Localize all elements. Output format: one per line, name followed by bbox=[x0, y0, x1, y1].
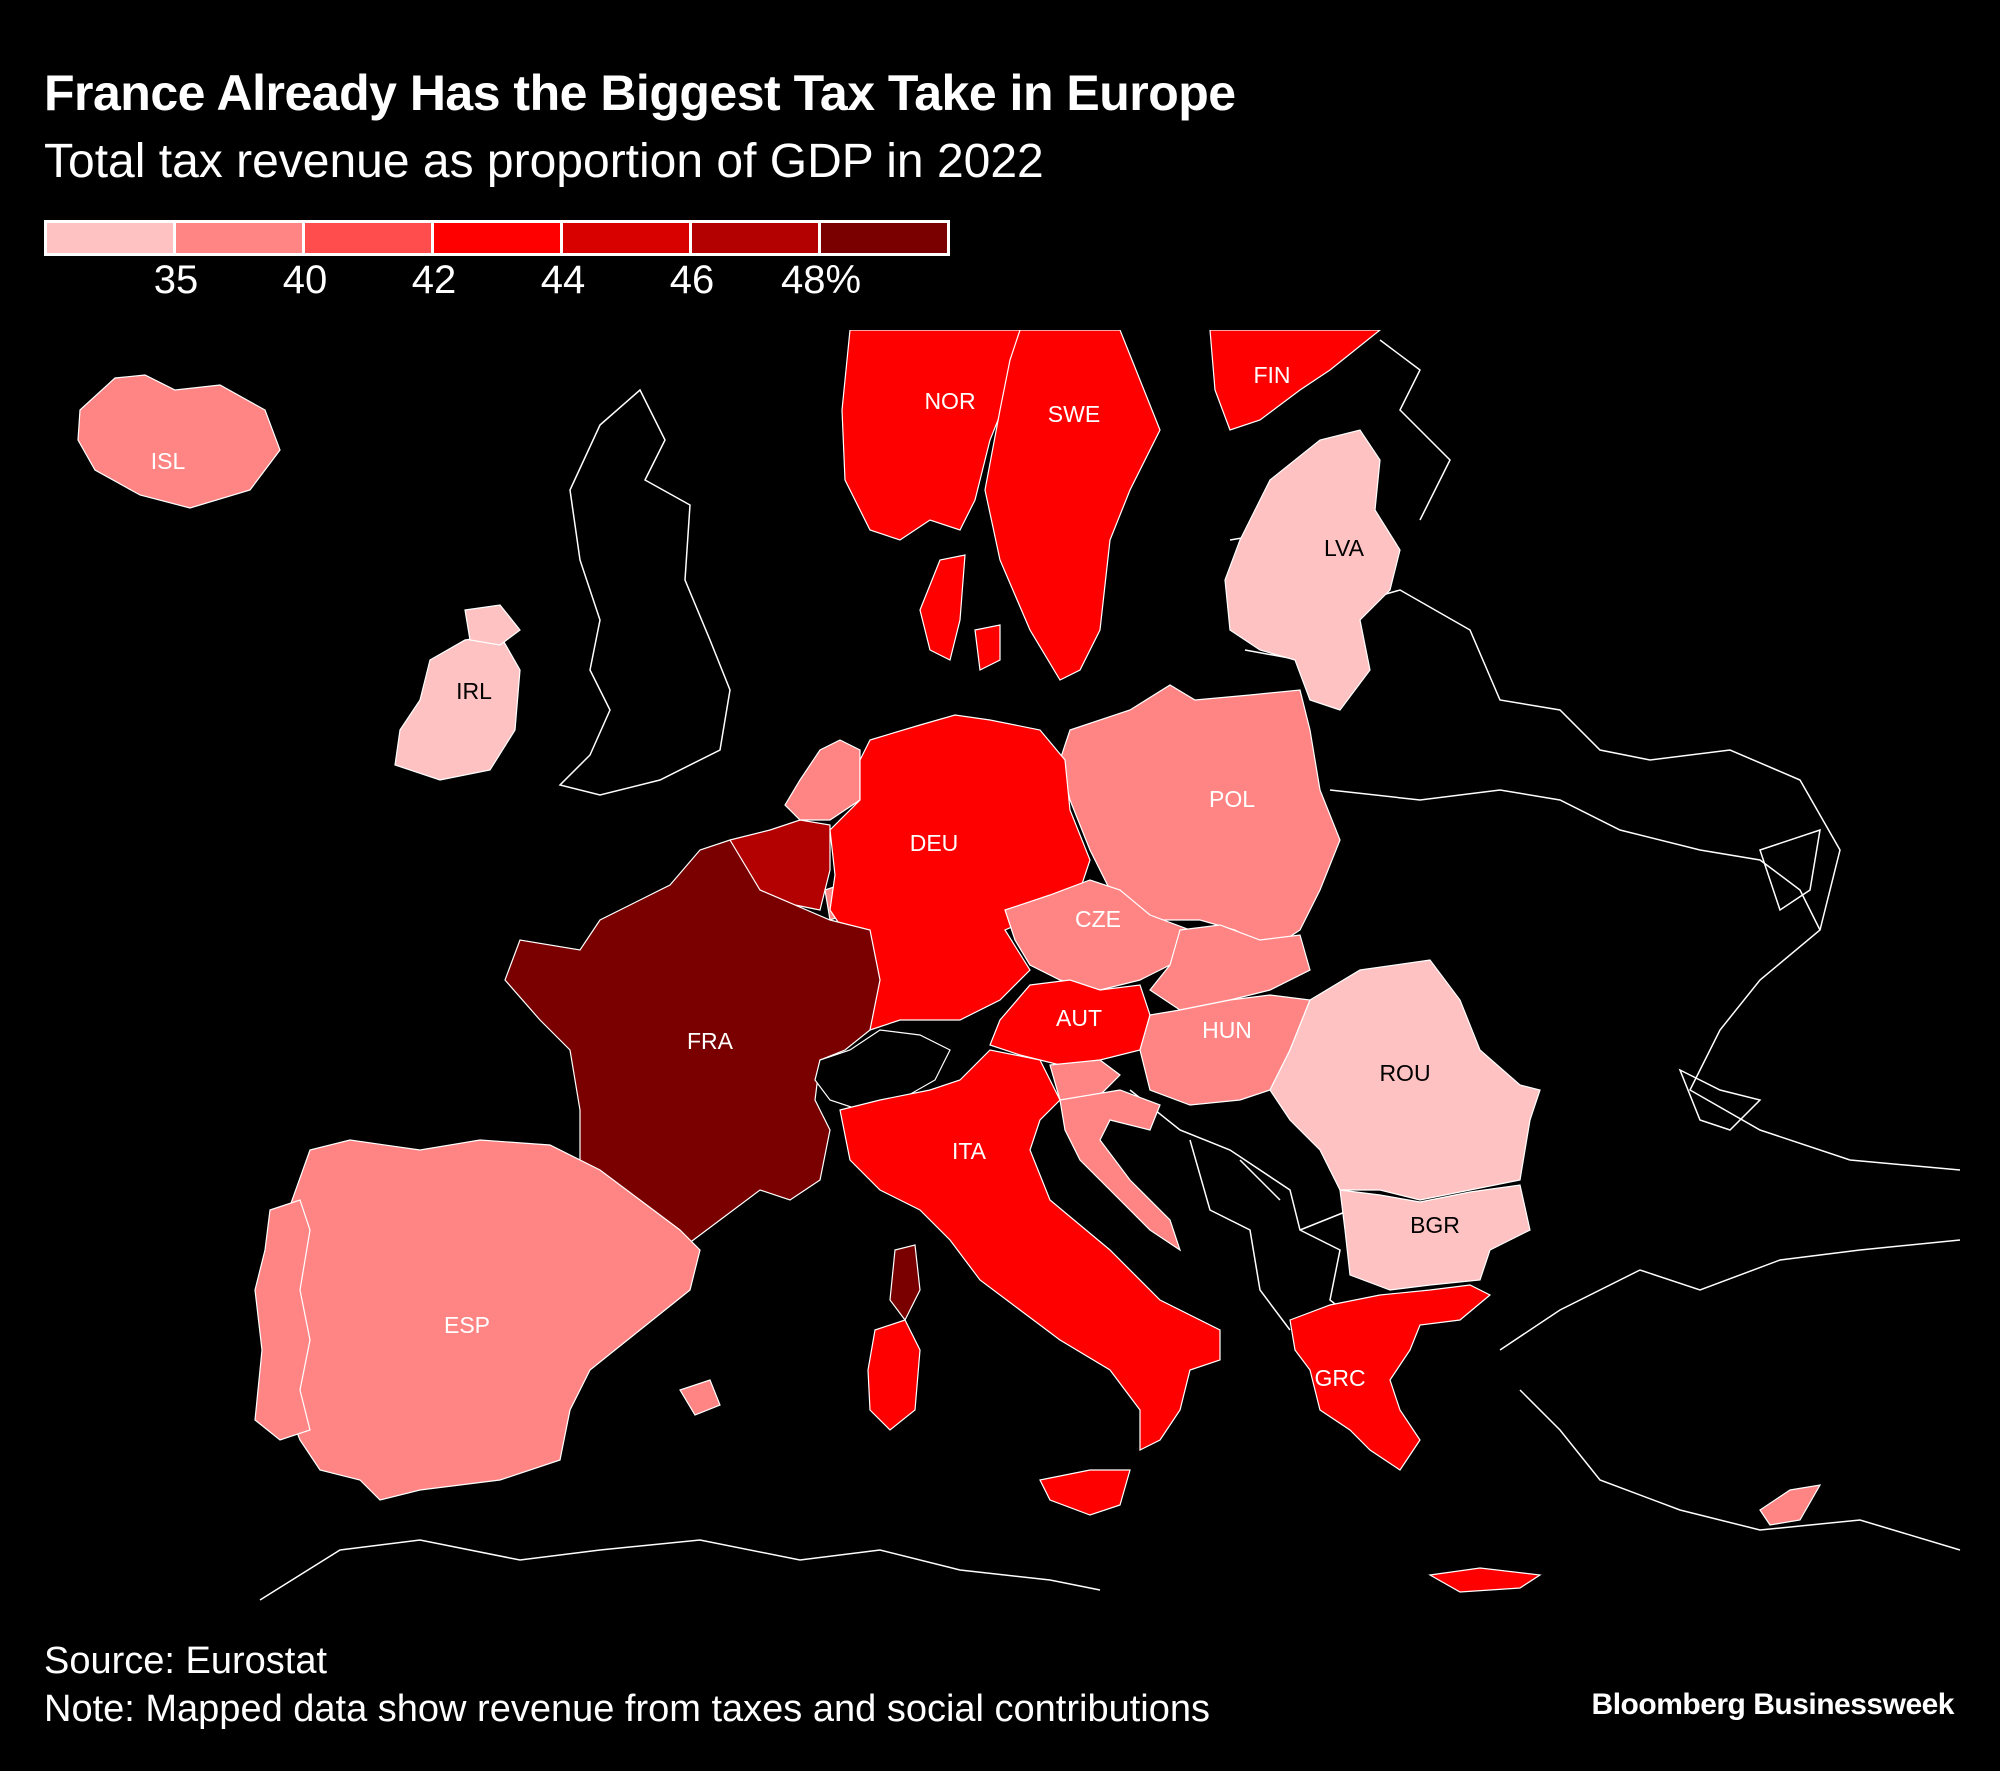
legend-bar bbox=[44, 220, 950, 256]
crimea-hatch-area bbox=[1678, 828, 1821, 1131]
legend-tick-0: 35 bbox=[153, 258, 199, 302]
country-svn bbox=[1049, 1059, 1121, 1101]
north-africa-coast bbox=[259, 1539, 1101, 1601]
country-fin bbox=[1209, 329, 1382, 431]
europe-map: NOR SWE FIN ISL LVA IRL POL DEU CZE AUT … bbox=[0, 329, 2000, 1630]
balkan-inner-borders bbox=[1189, 1139, 1351, 1331]
country-fra-corsica bbox=[889, 1244, 921, 1322]
label-lva: LVA bbox=[1324, 535, 1365, 561]
label-swe: SWE bbox=[1048, 401, 1100, 427]
color-legend: 35 40 42 44 46 48% bbox=[44, 220, 950, 302]
country-prt bbox=[254, 1199, 311, 1441]
uk-outline bbox=[558, 388, 731, 796]
country-esp-balearic bbox=[679, 1379, 721, 1416]
brand-logo: Bloomberg Businessweek bbox=[1591, 1688, 1955, 1721]
label-ita: ITA bbox=[952, 1138, 987, 1164]
country-dnk bbox=[919, 554, 1001, 671]
country-nld bbox=[784, 739, 861, 821]
label-hun: HUN bbox=[1202, 1017, 1252, 1043]
country-che bbox=[814, 1029, 951, 1111]
legend-tick-4: 46 bbox=[669, 258, 715, 302]
country-svk bbox=[1149, 924, 1311, 1011]
country-ita-sicily bbox=[1039, 1469, 1131, 1516]
chart-subtitle: Total tax revenue as proportion of GDP i… bbox=[44, 135, 1044, 188]
label-aut: AUT bbox=[1056, 1005, 1102, 1031]
label-cze: CZE bbox=[1075, 906, 1121, 932]
label-rou: ROU bbox=[1379, 1060, 1430, 1086]
fin-russia-border bbox=[1379, 339, 1451, 521]
country-rou bbox=[1269, 959, 1541, 1201]
map-svg: NOR SWE FIN ISL LVA IRL POL DEU CZE AUT … bbox=[77, 329, 1961, 1601]
legend-tick-3: 44 bbox=[540, 258, 586, 302]
legend-tick-1: 40 bbox=[282, 258, 328, 302]
label-esp: ESP bbox=[444, 1312, 490, 1338]
country-labels: NOR SWE FIN ISL LVA IRL POL DEU CZE AUT … bbox=[151, 362, 1460, 1391]
label-fin: FIN bbox=[1253, 362, 1290, 388]
label-pol: POL bbox=[1209, 786, 1255, 812]
legend-swatch-3 bbox=[434, 223, 563, 253]
country-deu bbox=[829, 714, 1091, 1031]
country-lva bbox=[1224, 429, 1401, 711]
country-bgr bbox=[1339, 1184, 1531, 1291]
country-irl bbox=[394, 634, 521, 781]
country-swe bbox=[984, 329, 1161, 681]
label-grc: GRC bbox=[1314, 1365, 1365, 1391]
label-nor: NOR bbox=[924, 388, 975, 414]
country-pol bbox=[1059, 684, 1341, 951]
legend-tick-5: 48% bbox=[780, 258, 862, 302]
legend-swatch-5 bbox=[692, 223, 821, 253]
label-irl: IRL bbox=[456, 678, 492, 704]
country-cyp bbox=[1759, 1484, 1822, 1526]
legend-swatch-1 bbox=[176, 223, 305, 253]
country-ita-sardinia bbox=[867, 1319, 921, 1431]
turkey-coast bbox=[1499, 1239, 1961, 1551]
label-deu: DEU bbox=[910, 830, 959, 856]
legend-tick-2: 42 bbox=[411, 258, 457, 302]
country-hrv bbox=[1059, 1089, 1182, 1252]
country-isl bbox=[77, 374, 281, 509]
eastern-europe-borders bbox=[1329, 589, 1961, 1171]
chart-title: France Already Has the Biggest Tax Take … bbox=[44, 65, 1236, 121]
legend-swatch-6 bbox=[821, 223, 947, 253]
balkan-borders bbox=[1129, 1089, 1381, 1341]
country-grc bbox=[1289, 1284, 1492, 1471]
label-isl: ISL bbox=[151, 448, 186, 474]
countries-layer bbox=[77, 329, 1822, 1593]
country-grc-crete bbox=[1428, 1567, 1542, 1593]
country-nir bbox=[464, 604, 521, 646]
country-ita bbox=[839, 1049, 1221, 1451]
country-aut bbox=[989, 979, 1151, 1066]
legend-swatch-2 bbox=[305, 223, 434, 253]
source-note: Source: Eurostat bbox=[44, 1640, 328, 1682]
label-fra: FRA bbox=[687, 1028, 734, 1054]
legend-swatch-4 bbox=[563, 223, 692, 253]
belarus-ukraine-border bbox=[1329, 789, 1821, 931]
legend-swatch-0 bbox=[47, 223, 176, 253]
label-bgr: BGR bbox=[1410, 1212, 1460, 1238]
footnote: Note: Mapped data show revenue from taxe… bbox=[44, 1688, 1210, 1730]
